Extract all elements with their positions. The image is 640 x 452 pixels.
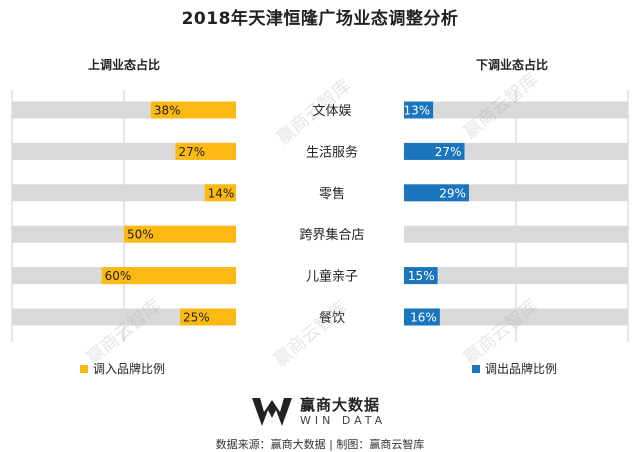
right-track <box>404 308 628 326</box>
category-label: 文体娱 <box>312 104 351 119</box>
left-panel-header: 上调业态占比 <box>88 58 161 72</box>
chart-title: 2018年天津恒隆广场业态调整分析 <box>181 9 459 29</box>
bar-out <box>404 142 465 160</box>
data-label-out: 15% <box>408 269 435 283</box>
right-track <box>404 101 628 119</box>
bar-out <box>404 101 434 119</box>
data-label-out: 27% <box>435 145 462 159</box>
legend-swatch-out <box>472 364 480 373</box>
bar-in <box>204 184 236 202</box>
right-track <box>404 267 628 285</box>
legend-in: 调入品牌比例 <box>80 360 165 377</box>
data-label-in: 14% <box>208 186 235 200</box>
bar-out <box>404 184 469 202</box>
data-label-in: 27% <box>179 145 206 159</box>
right-panel-header: 下调业态占比 <box>476 58 549 72</box>
brand-logo: 赢商大数据 WIN DATA <box>250 392 420 432</box>
legend-label-out: 调出品牌比例 <box>485 362 558 376</box>
category-label: 生活服务 <box>306 144 358 160</box>
source-note: 数据来源：赢商大数据 | 制图：赢商云智库 <box>215 438 425 451</box>
right-track <box>404 225 628 243</box>
data-label-in: 38% <box>154 104 181 118</box>
category-label: 跨界集合店 <box>299 227 364 243</box>
logo-name-en: WIN DATA <box>300 414 387 427</box>
data-label-in: 50% <box>127 228 154 242</box>
bar-in <box>124 225 236 243</box>
data-label-in: 60% <box>105 269 132 283</box>
bar-in <box>175 142 236 160</box>
legend-label-in: 调入品牌比例 <box>93 362 166 376</box>
legend-swatch-in <box>80 364 88 373</box>
data-label-out: 29% <box>439 186 466 200</box>
legend-out: 调出品牌比例 <box>472 360 557 377</box>
bar-out <box>404 308 440 326</box>
data-label-in: 25% <box>183 311 210 325</box>
win-data-logo-icon <box>252 398 292 426</box>
bar-in <box>101 267 236 285</box>
data-label-out: 16% <box>410 311 437 325</box>
bar-in <box>180 308 236 326</box>
bar-in <box>150 101 236 119</box>
bar-out <box>404 267 438 285</box>
category-label: 儿童亲子 <box>306 269 358 285</box>
category-label: 餐饮 <box>319 310 345 326</box>
left-track <box>12 184 236 202</box>
data-label-out: 13% <box>403 104 430 118</box>
logo-name-cn: 赢商大数据 <box>300 396 381 414</box>
category-label: 零售 <box>319 186 345 202</box>
